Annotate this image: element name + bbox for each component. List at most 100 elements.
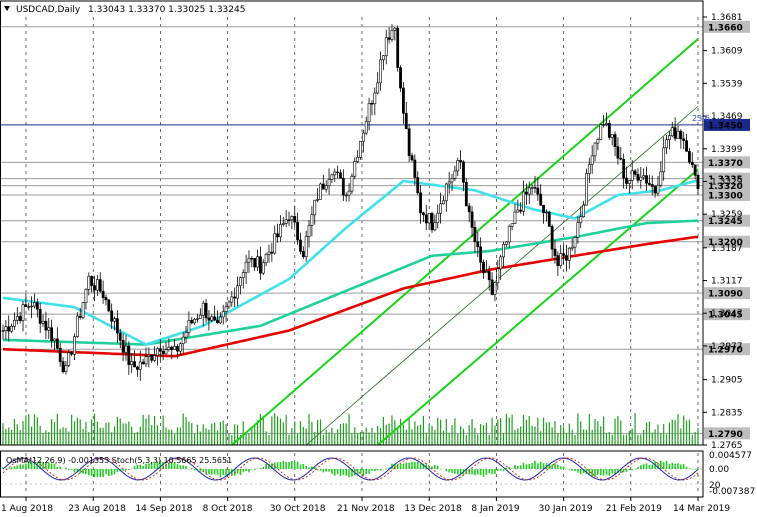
candle-body (596, 139, 600, 144)
level-tag (704, 235, 750, 248)
candle-body (647, 182, 651, 185)
candle-body (67, 352, 71, 366)
candle-body (44, 320, 48, 331)
osc-panel-border (0, 450, 704, 498)
candle-body (524, 191, 528, 195)
candle-body (84, 289, 88, 303)
candle-body (173, 346, 177, 350)
candle-body (284, 219, 288, 224)
level-tag (704, 308, 750, 321)
candle-body (33, 302, 36, 307)
level-tag-label: 1.2970 (708, 346, 743, 356)
candle-body (241, 272, 245, 279)
candle-body (479, 246, 483, 263)
level-tag (704, 343, 750, 356)
y-tick-label: 1.3259 (711, 210, 743, 220)
candle-body (290, 216, 294, 221)
candle-body (50, 327, 54, 342)
candle-body (393, 27, 397, 31)
candle-body (533, 187, 537, 189)
candle-body (35, 302, 39, 310)
level-tag-label: 1.3245 (708, 217, 743, 227)
candle-body (376, 82, 380, 94)
candle-body (413, 159, 417, 178)
candle-body (579, 216, 583, 223)
y-tick-label: 1.2977 (711, 342, 743, 352)
candle-body (361, 132, 365, 142)
x-tick-label: 30 Oct 2018 (270, 504, 326, 514)
candle-body (250, 258, 254, 260)
candle-body (539, 193, 543, 206)
candle-body (238, 277, 242, 287)
candle-body (662, 147, 666, 173)
candle-body (210, 316, 214, 321)
candle-body (602, 124, 606, 126)
x-tick-label: 21 Feb 2019 (606, 504, 662, 514)
level-tag (704, 179, 750, 192)
candle-body (310, 214, 314, 226)
candle-body (587, 164, 591, 174)
candle-body (1, 330, 5, 332)
candle-body (75, 315, 79, 337)
candle-body (13, 319, 16, 327)
candle-body (639, 176, 643, 181)
y-tick-label: 1.2765 (711, 441, 743, 451)
candle-body (236, 285, 239, 299)
candle-body (613, 134, 617, 147)
candle-body (516, 209, 520, 213)
candle-body (459, 160, 463, 163)
y-tick-label: 1.3117 (711, 277, 743, 287)
candle-body (324, 185, 328, 190)
candle-body (627, 180, 631, 184)
candle-body (645, 175, 648, 184)
y-tick-label: 1.2905 (711, 376, 743, 386)
candle-body (482, 261, 485, 274)
candle-body (47, 327, 51, 331)
candle-body (87, 276, 91, 290)
candle-body (287, 219, 291, 221)
x-tick-label: 8 Oct 2018 (203, 504, 253, 514)
y-tick-label: 1.3329 (711, 177, 743, 187)
x-tick-label: 21 Nov 2018 (337, 504, 395, 514)
candle-body (53, 338, 56, 342)
candle-body (10, 326, 13, 332)
candle-body (344, 194, 348, 197)
candle-body (430, 213, 434, 231)
candle-body (293, 216, 297, 223)
candle-body (476, 241, 480, 248)
candle-body (30, 305, 34, 308)
candle-body (107, 299, 111, 312)
candle-body (118, 332, 122, 341)
candle-body (550, 226, 554, 250)
candle-body (81, 302, 85, 318)
ema-red (2, 235, 698, 358)
collapse-arrow-icon[interactable] (4, 6, 10, 11)
candle-body (253, 258, 257, 268)
candle-body (124, 345, 128, 353)
candle-body (15, 316, 19, 321)
y-tick-label: 1.3047 (711, 309, 743, 319)
candle-body (18, 316, 22, 321)
candle-body (153, 355, 156, 361)
candle-body (364, 121, 368, 134)
candle-body (522, 191, 525, 212)
candle-body (593, 142, 597, 157)
candle-body (138, 361, 142, 370)
candle-body (473, 227, 477, 243)
channel-line (231, 38, 699, 446)
candle-body (333, 171, 337, 176)
osc-axis-label: 0.00 (709, 465, 729, 475)
candle-body (110, 310, 114, 322)
candle-body (493, 282, 497, 295)
candle-body (247, 258, 251, 263)
candle-body (21, 304, 25, 321)
candle-body (410, 155, 414, 161)
level-tag (704, 20, 750, 33)
stoch-main (2, 457, 699, 481)
candle-body (688, 150, 691, 163)
candle-body (496, 268, 500, 283)
level-tag-label: 1.2790 (708, 430, 743, 440)
candle-body (370, 103, 374, 105)
candle-body (270, 251, 274, 254)
y-tick-label: 1.3399 (711, 145, 743, 155)
